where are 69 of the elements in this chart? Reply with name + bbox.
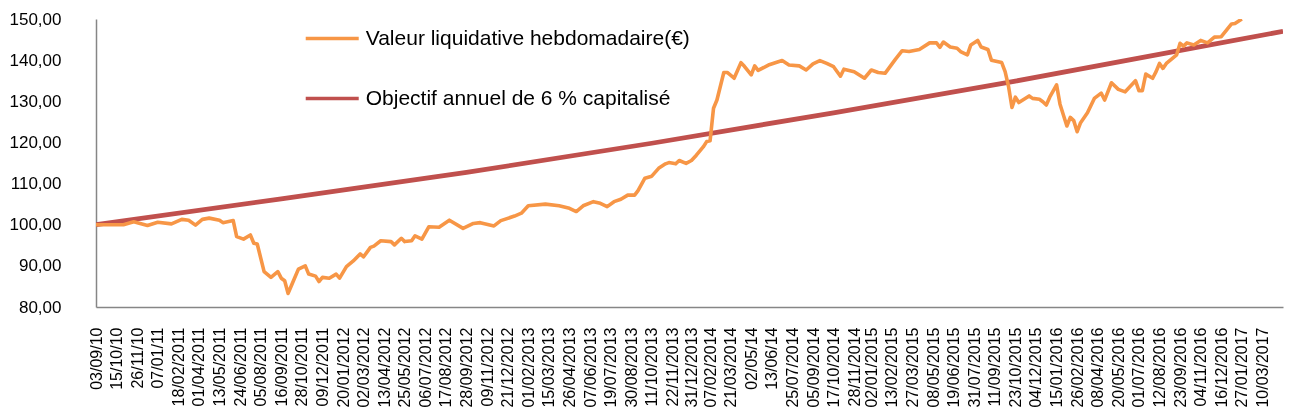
x-tick-label: 13/05/2011 <box>211 327 228 407</box>
x-tick-label: 02/03/2012 <box>355 327 373 408</box>
x-tick-label: 27/03/2015 <box>903 327 921 408</box>
x-tick-label: 10/03/2017 <box>1253 327 1271 408</box>
x-tick-label: 27/01/2017 <box>1233 327 1251 408</box>
x-tick-label: 19/07/2013 <box>602 327 620 408</box>
x-tick-label: 23/09/2016 <box>1171 327 1189 408</box>
x-tick-label: 26/11/10 <box>128 327 146 389</box>
x-tick-label: 19/06/2015 <box>945 327 963 408</box>
x-tick-label: 07/02/2014 <box>701 327 719 408</box>
x-tick-label: 01/02/2013 <box>519 327 537 408</box>
y-tick-label: 140,00 <box>9 50 62 70</box>
x-tick-label: 11/10/2013 <box>643 327 661 407</box>
x-tick-label: 16/09/2011 <box>272 327 290 407</box>
x-tick-label: 07/01/11 <box>149 327 167 389</box>
y-tick-label: 80,00 <box>18 297 62 317</box>
x-tick-label: 20/05/2016 <box>1109 327 1127 408</box>
x-tick-label: 28/10/2011 <box>293 327 311 407</box>
x-tick-label: 31/07/2015 <box>965 327 983 408</box>
x-tick-label: 15/03/2013 <box>540 327 558 408</box>
x-tick-label: 11/09/2015 <box>986 327 1004 407</box>
x-tick-label: 26/04/2013 <box>560 327 578 408</box>
x-tick-label: 28/09/2012 <box>458 327 476 408</box>
x-tick-label: 23/10/2015 <box>1006 327 1024 408</box>
x-tick-label: 08/05/2015 <box>924 327 942 408</box>
x-tick-label: 30/08/2013 <box>622 327 640 408</box>
x-tick-label: 25/05/2012 <box>396 327 414 408</box>
x-tick-label: 13/04/2012 <box>375 327 393 408</box>
x-tick-label: 13/02/2015 <box>883 327 901 408</box>
x-tick-label: 01/04/2011 <box>190 327 208 407</box>
x-tick-label: 22/11/2013 <box>663 327 681 407</box>
x-tick-label: 13/06/14 <box>763 327 781 390</box>
x-tick-label: 01/07/2016 <box>1130 327 1148 408</box>
x-tick-label: 31/12/2013 <box>682 327 700 408</box>
y-tick-label: 150,00 <box>9 9 62 29</box>
x-tick-label: 17/08/2012 <box>437 327 455 408</box>
x-tick-label: 12/08/2016 <box>1151 327 1168 408</box>
x-tick-label: 04/12/2015 <box>1027 327 1045 408</box>
y-tick-label: 120,00 <box>9 132 62 152</box>
x-tick-label: 28/11/2014 <box>845 327 863 407</box>
x-tick-label: 07/06/2013 <box>581 327 599 408</box>
x-tick-label: 04/11/2016 <box>1192 327 1210 407</box>
x-tick-label: 18/02/2011 <box>169 327 187 407</box>
legend-label: Objectif annuel de 6 % capitalisé <box>365 85 671 109</box>
x-tick-label: 09/11/2012 <box>478 327 496 407</box>
x-tick-label: 24/06/2011 <box>231 327 249 407</box>
x-tick-label: 02/05/14 <box>742 327 760 390</box>
y-tick-label: 110,00 <box>10 174 62 194</box>
y-tick-label: 100,00 <box>9 215 62 235</box>
x-tick-label: 15/01/2016 <box>1048 327 1066 408</box>
y-tick-label: 130,00 <box>9 91 62 111</box>
y-tick-label: 90,00 <box>18 256 62 276</box>
x-tick-label: 09/12/2011 <box>313 327 331 407</box>
x-tick-label: 06/07/2012 <box>416 327 434 408</box>
x-tick-label: 21/12/2012 <box>499 327 517 408</box>
x-tick-label: 25/07/2014 <box>783 327 801 408</box>
x-tick-label: 02/01/2015 <box>862 327 880 408</box>
x-tick-label: 05/08/2011 <box>252 327 270 407</box>
x-tick-label: 15/10/10 <box>108 327 126 390</box>
x-tick-label: 03/09/10 <box>87 327 105 390</box>
x-tick-label: 26/02/2016 <box>1068 327 1086 408</box>
x-tick-label: 17/10/2014 <box>825 327 843 408</box>
legend-label: Valeur liquidative hebdomadaire(€) <box>365 25 690 49</box>
x-tick-label: 16/12/2016 <box>1212 327 1230 408</box>
line-series <box>96 19 1244 296</box>
x-tick-label: 05/09/2014 <box>804 327 822 408</box>
x-tick-label: 08/04/2016 <box>1089 327 1107 408</box>
x-tick-label: 20/01/2012 <box>334 327 352 408</box>
x-tick-label: 21/03/2014 <box>722 327 740 408</box>
